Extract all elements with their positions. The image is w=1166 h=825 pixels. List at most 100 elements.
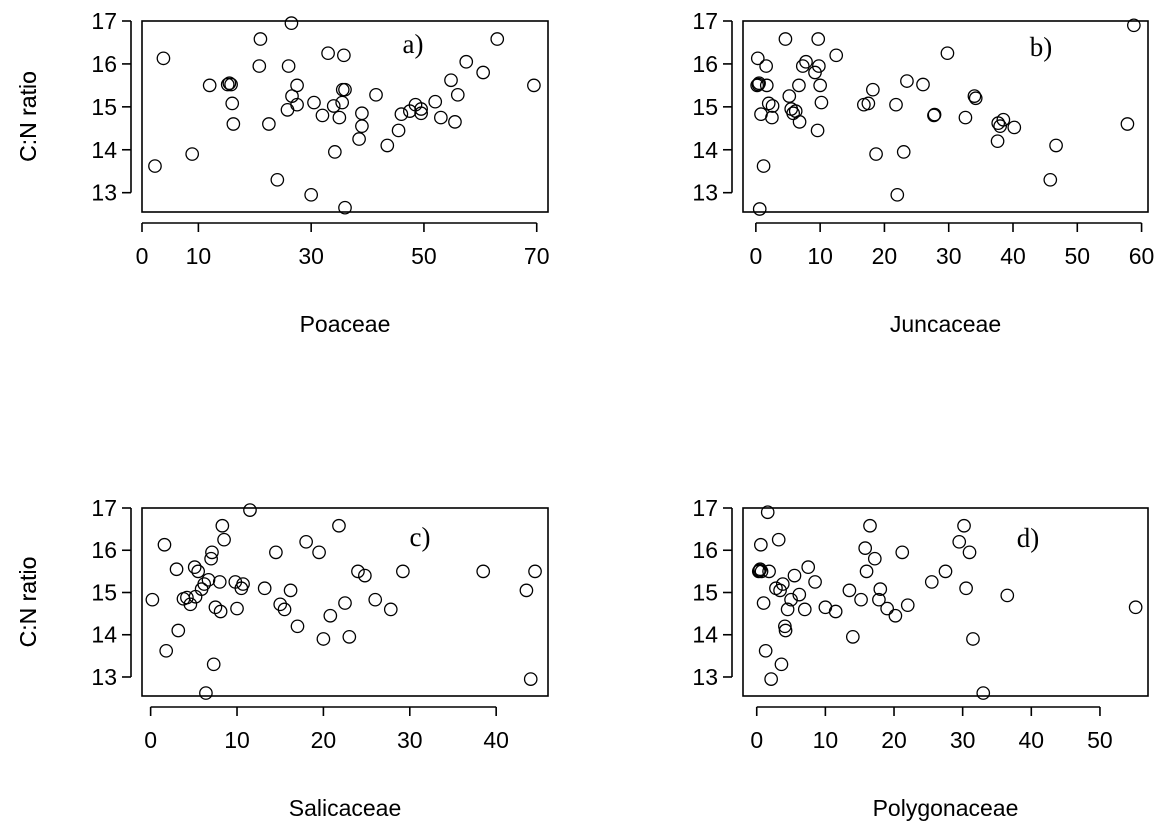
data-point: [1007, 120, 1022, 135]
data-point: [867, 551, 882, 566]
data-point: [927, 108, 941, 123]
data-point: [869, 147, 883, 161]
y-tick-label: 14: [692, 137, 718, 163]
data-point: [786, 106, 800, 121]
y-axis-title: C:N ratio: [15, 557, 41, 648]
data-point: [315, 108, 330, 123]
data-point: [760, 505, 775, 520]
x-tick-label: 40: [1000, 243, 1026, 269]
data-point: [858, 541, 873, 555]
data-point: [396, 564, 410, 579]
data-point: [183, 597, 198, 612]
data-point: [750, 51, 765, 66]
data-point: [490, 32, 505, 46]
data-point: [842, 583, 857, 598]
data-point: [1049, 138, 1063, 153]
y-tick-label: 17: [692, 495, 718, 521]
data-point: [230, 601, 244, 616]
data-point: [765, 110, 779, 125]
x-tick-label: 10: [186, 243, 212, 269]
data-point: [156, 51, 171, 66]
data-point: [171, 623, 186, 638]
data-point: [771, 532, 786, 547]
data-point: [145, 592, 160, 607]
data-point: [394, 107, 409, 121]
data-point: [811, 32, 826, 46]
data-point: [206, 657, 221, 672]
data-point: [958, 110, 973, 125]
data-point: [759, 59, 773, 73]
data-point: [290, 78, 304, 93]
data-point: [157, 537, 172, 552]
data-point: [269, 545, 283, 560]
data-point: [990, 134, 1005, 149]
data-point: [780, 602, 795, 617]
data-point: [782, 89, 797, 103]
data-point: [262, 117, 276, 131]
data-point: [527, 78, 541, 93]
data-point: [284, 16, 299, 30]
data-point: [273, 597, 288, 612]
data-point: [773, 583, 787, 598]
data-point: [450, 87, 465, 102]
data-point: [187, 560, 202, 574]
data-point: [808, 575, 822, 589]
x-axis-title: Salicaceae: [289, 795, 402, 821]
data-point: [966, 632, 980, 646]
x-tick-label: 70: [524, 243, 550, 269]
panel-label: c): [410, 522, 431, 552]
data-point: [213, 604, 228, 619]
plot-frame: [742, 20, 1149, 213]
data-point: [519, 583, 534, 598]
data-point: [778, 619, 792, 634]
data-point: [199, 686, 213, 700]
data-point: [810, 123, 825, 138]
scatter-panel: 0 10 30 50 70 13 14 15 16 17 Poaceae C:N ratio a): [15, 8, 550, 337]
y-axis: 13 14 15 16 17: [91, 495, 132, 690]
data-point: [205, 545, 219, 560]
data-point: [476, 564, 491, 579]
x-axis: 0 10 20 30 40 50 60: [749, 222, 1155, 269]
data-point: [215, 518, 230, 533]
y-tick-label: 13: [692, 664, 718, 690]
data-point: [940, 46, 955, 61]
x-tick-label: 60: [1129, 243, 1155, 269]
data-point: [355, 106, 369, 121]
data-point: [900, 598, 915, 613]
data-point: [185, 147, 200, 161]
y-tick-label: 14: [91, 137, 117, 163]
plot-frame: [141, 20, 549, 213]
data-point: [283, 583, 298, 598]
data-point: [337, 48, 351, 63]
data-point: [1128, 600, 1143, 615]
data-point: [281, 59, 296, 73]
data-point: [880, 601, 895, 616]
x-axis-title: Juncaceae: [890, 311, 1001, 337]
data-point: [1120, 117, 1135, 131]
data-point: [277, 602, 292, 617]
y-axis-title: C:N ratio: [15, 71, 41, 162]
x-tick-label: 0: [750, 727, 763, 753]
data-point: [976, 686, 991, 700]
data-point: [338, 200, 352, 215]
data-point: [383, 602, 398, 617]
x-tick-label: 30: [936, 243, 962, 269]
x-tick-label: 30: [397, 727, 423, 753]
panel-label: a): [403, 29, 424, 59]
data-point: [792, 587, 807, 602]
data-point: [900, 74, 914, 88]
x-axis-title: Polygonaceae: [873, 795, 1019, 821]
x-tick-label: 50: [1087, 727, 1113, 753]
data-point: [342, 630, 357, 644]
x-axis: 0 10 30 50 70: [136, 222, 550, 269]
x-tick-label: 0: [144, 727, 157, 753]
data-point: [351, 564, 365, 579]
data-point: [774, 657, 789, 672]
y-tick-label: 16: [91, 51, 117, 77]
data-point: [202, 78, 217, 93]
data-point: [861, 96, 876, 111]
data-point: [872, 592, 886, 607]
data-point: [799, 54, 813, 69]
data-points: [148, 16, 541, 215]
data-point: [854, 592, 868, 607]
